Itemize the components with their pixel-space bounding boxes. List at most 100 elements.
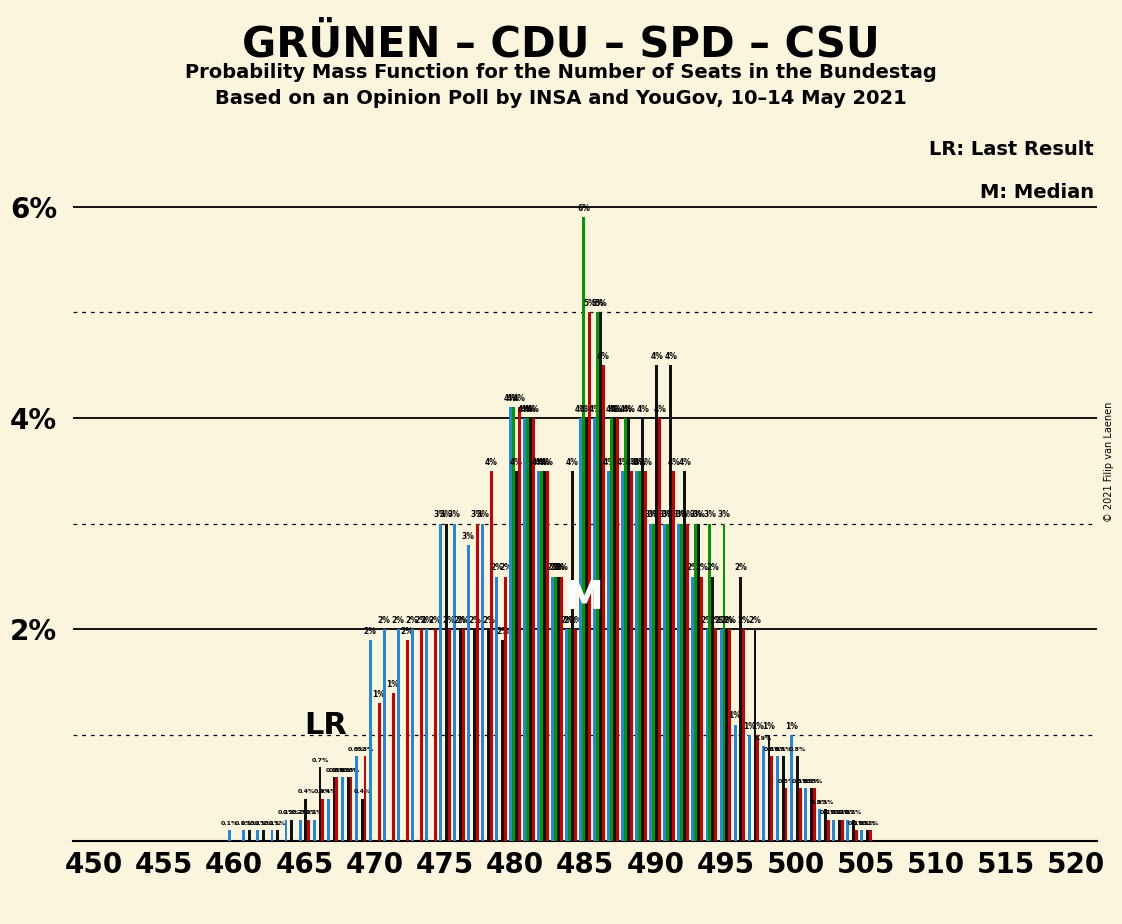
Text: 0.6%: 0.6% xyxy=(329,768,346,773)
Text: 2%: 2% xyxy=(569,616,582,626)
Bar xyxy=(298,820,302,841)
Text: 2%: 2% xyxy=(546,564,559,572)
Text: 0.5%: 0.5% xyxy=(778,779,794,784)
Text: 1%: 1% xyxy=(784,722,798,731)
Bar xyxy=(467,545,470,841)
Bar xyxy=(599,312,603,841)
Text: GRÜNEN – CDU – SPD – CSU: GRÜNEN – CDU – SPD – CSU xyxy=(242,23,880,65)
Text: 2%: 2% xyxy=(454,616,467,626)
Text: 2%: 2% xyxy=(496,626,509,636)
Text: 0.2%: 0.2% xyxy=(825,810,842,816)
Text: 0.2%: 0.2% xyxy=(838,810,856,816)
Text: 3%: 3% xyxy=(718,510,730,519)
Text: 0.1%: 0.1% xyxy=(853,821,870,826)
Bar xyxy=(285,820,287,841)
Bar xyxy=(799,788,801,841)
Text: 3%: 3% xyxy=(471,510,484,519)
Text: 0.1%: 0.1% xyxy=(847,821,865,826)
Text: 2%: 2% xyxy=(696,564,708,572)
Bar xyxy=(369,640,371,841)
Bar xyxy=(582,217,586,841)
Bar xyxy=(659,418,661,841)
Bar xyxy=(812,788,816,841)
Text: 2%: 2% xyxy=(552,564,565,572)
Bar xyxy=(332,777,335,841)
Text: 2%: 2% xyxy=(420,616,433,626)
Text: 4%: 4% xyxy=(664,352,678,361)
Text: 0.5%: 0.5% xyxy=(802,779,820,784)
Bar xyxy=(392,693,395,841)
Bar xyxy=(509,407,512,841)
Text: 0.8%: 0.8% xyxy=(348,747,365,752)
Text: Based on an Opinion Poll by INSA and YouGov, 10–14 May 2021: Based on an Opinion Poll by INSA and You… xyxy=(215,89,907,108)
Text: 2%: 2% xyxy=(555,564,568,572)
Text: 2%: 2% xyxy=(687,564,699,572)
Bar xyxy=(803,788,807,841)
Bar xyxy=(771,756,773,841)
Text: 0.2%: 0.2% xyxy=(292,810,309,816)
Bar xyxy=(453,524,456,841)
Bar xyxy=(782,756,784,841)
Text: 0.9%: 0.9% xyxy=(754,736,772,741)
Text: 4%: 4% xyxy=(653,405,666,414)
Text: 4%: 4% xyxy=(532,457,545,467)
Bar xyxy=(512,407,515,841)
Bar xyxy=(518,407,521,841)
Text: 3%: 3% xyxy=(434,510,447,519)
Bar xyxy=(487,629,490,841)
Text: LR: Last Result: LR: Last Result xyxy=(929,140,1094,159)
Bar xyxy=(756,736,760,841)
Bar xyxy=(700,577,703,841)
Bar xyxy=(472,629,476,841)
Bar xyxy=(743,629,745,841)
Bar xyxy=(866,831,868,841)
Text: 2%: 2% xyxy=(715,616,727,626)
Text: 4%: 4% xyxy=(504,395,517,403)
Text: 2%: 2% xyxy=(415,616,427,626)
Text: 4%: 4% xyxy=(631,457,643,467)
Bar xyxy=(642,418,644,841)
Text: 4%: 4% xyxy=(625,457,638,467)
Bar xyxy=(754,629,756,841)
Text: 0.3%: 0.3% xyxy=(817,800,834,805)
Text: 0.1%: 0.1% xyxy=(858,821,876,826)
Bar xyxy=(715,629,717,841)
Bar xyxy=(652,524,655,841)
Bar xyxy=(307,820,311,841)
Bar xyxy=(557,577,560,841)
Text: M: M xyxy=(564,578,603,616)
Text: 3%: 3% xyxy=(644,510,657,519)
Text: 2%: 2% xyxy=(700,616,714,626)
Text: 0.2%: 0.2% xyxy=(834,810,850,816)
Bar xyxy=(644,471,647,841)
Text: 2%: 2% xyxy=(735,564,747,572)
Text: 3%: 3% xyxy=(659,510,671,519)
Bar xyxy=(827,820,829,841)
Bar xyxy=(670,365,672,841)
Bar xyxy=(304,798,307,841)
Text: 0.2%: 0.2% xyxy=(283,810,301,816)
Text: 4%: 4% xyxy=(611,405,624,414)
Bar xyxy=(723,524,726,841)
Bar xyxy=(313,820,315,841)
Text: 2%: 2% xyxy=(737,616,751,626)
Bar xyxy=(481,524,484,841)
Text: 0.4%: 0.4% xyxy=(353,789,370,795)
Bar xyxy=(635,471,638,841)
Text: 1%: 1% xyxy=(763,722,775,731)
Bar xyxy=(291,820,293,841)
Bar xyxy=(263,831,265,841)
Bar xyxy=(459,629,462,841)
Bar xyxy=(784,788,788,841)
Bar xyxy=(687,524,689,841)
Text: 4%: 4% xyxy=(603,457,615,467)
Text: 3%: 3% xyxy=(462,531,475,541)
Text: 3%: 3% xyxy=(448,510,461,519)
Bar xyxy=(540,471,543,841)
Text: M: Median: M: Median xyxy=(981,183,1094,202)
Text: 0.6%: 0.6% xyxy=(325,768,342,773)
Text: 0.6%: 0.6% xyxy=(339,768,357,773)
Text: 0.4%: 0.4% xyxy=(297,789,314,795)
Text: 0.4%: 0.4% xyxy=(314,789,332,795)
Bar xyxy=(532,418,535,841)
